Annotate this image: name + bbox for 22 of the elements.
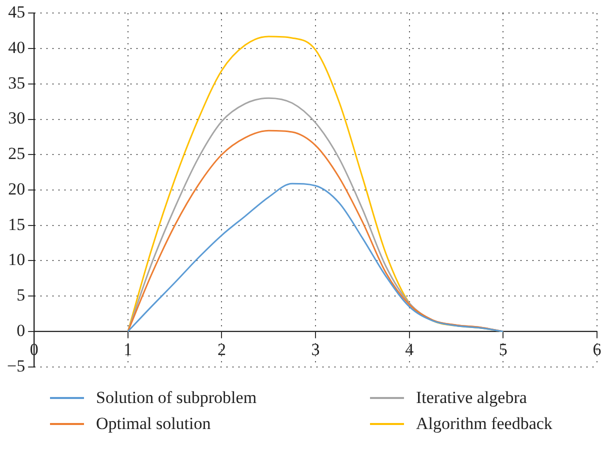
legend-label: Optimal solution	[96, 414, 211, 434]
y-tick-label: −5	[6, 356, 26, 376]
x-tick-label: 2	[217, 340, 226, 360]
x-tick-label: 6	[592, 340, 602, 360]
line-series	[127, 182, 504, 332]
y-tick-label: 35	[8, 73, 26, 92]
x-tick-label: 5	[498, 340, 508, 360]
y-tick-label: 30	[8, 108, 26, 128]
legend-label: Solution of subproblem	[96, 388, 257, 408]
y-tick-label: 25	[8, 144, 26, 164]
x-tick-label: 4	[405, 340, 414, 360]
y-tick-label: 20	[8, 179, 26, 198]
x-tick-label: 1	[124, 340, 132, 360]
y-tick-label: 40	[8, 38, 26, 58]
y-tick-label: 5	[16, 286, 26, 305]
x-tick-label: 3	[311, 340, 320, 360]
legend-label: Iterative algebra	[416, 388, 527, 408]
y-tick-label: 15	[8, 214, 26, 234]
y-tick-label: 0	[16, 320, 26, 340]
y-tick-label: 45	[8, 2, 26, 22]
legend-label: Algorithm feedback	[416, 414, 552, 434]
y-tick-label: 10	[8, 250, 26, 270]
